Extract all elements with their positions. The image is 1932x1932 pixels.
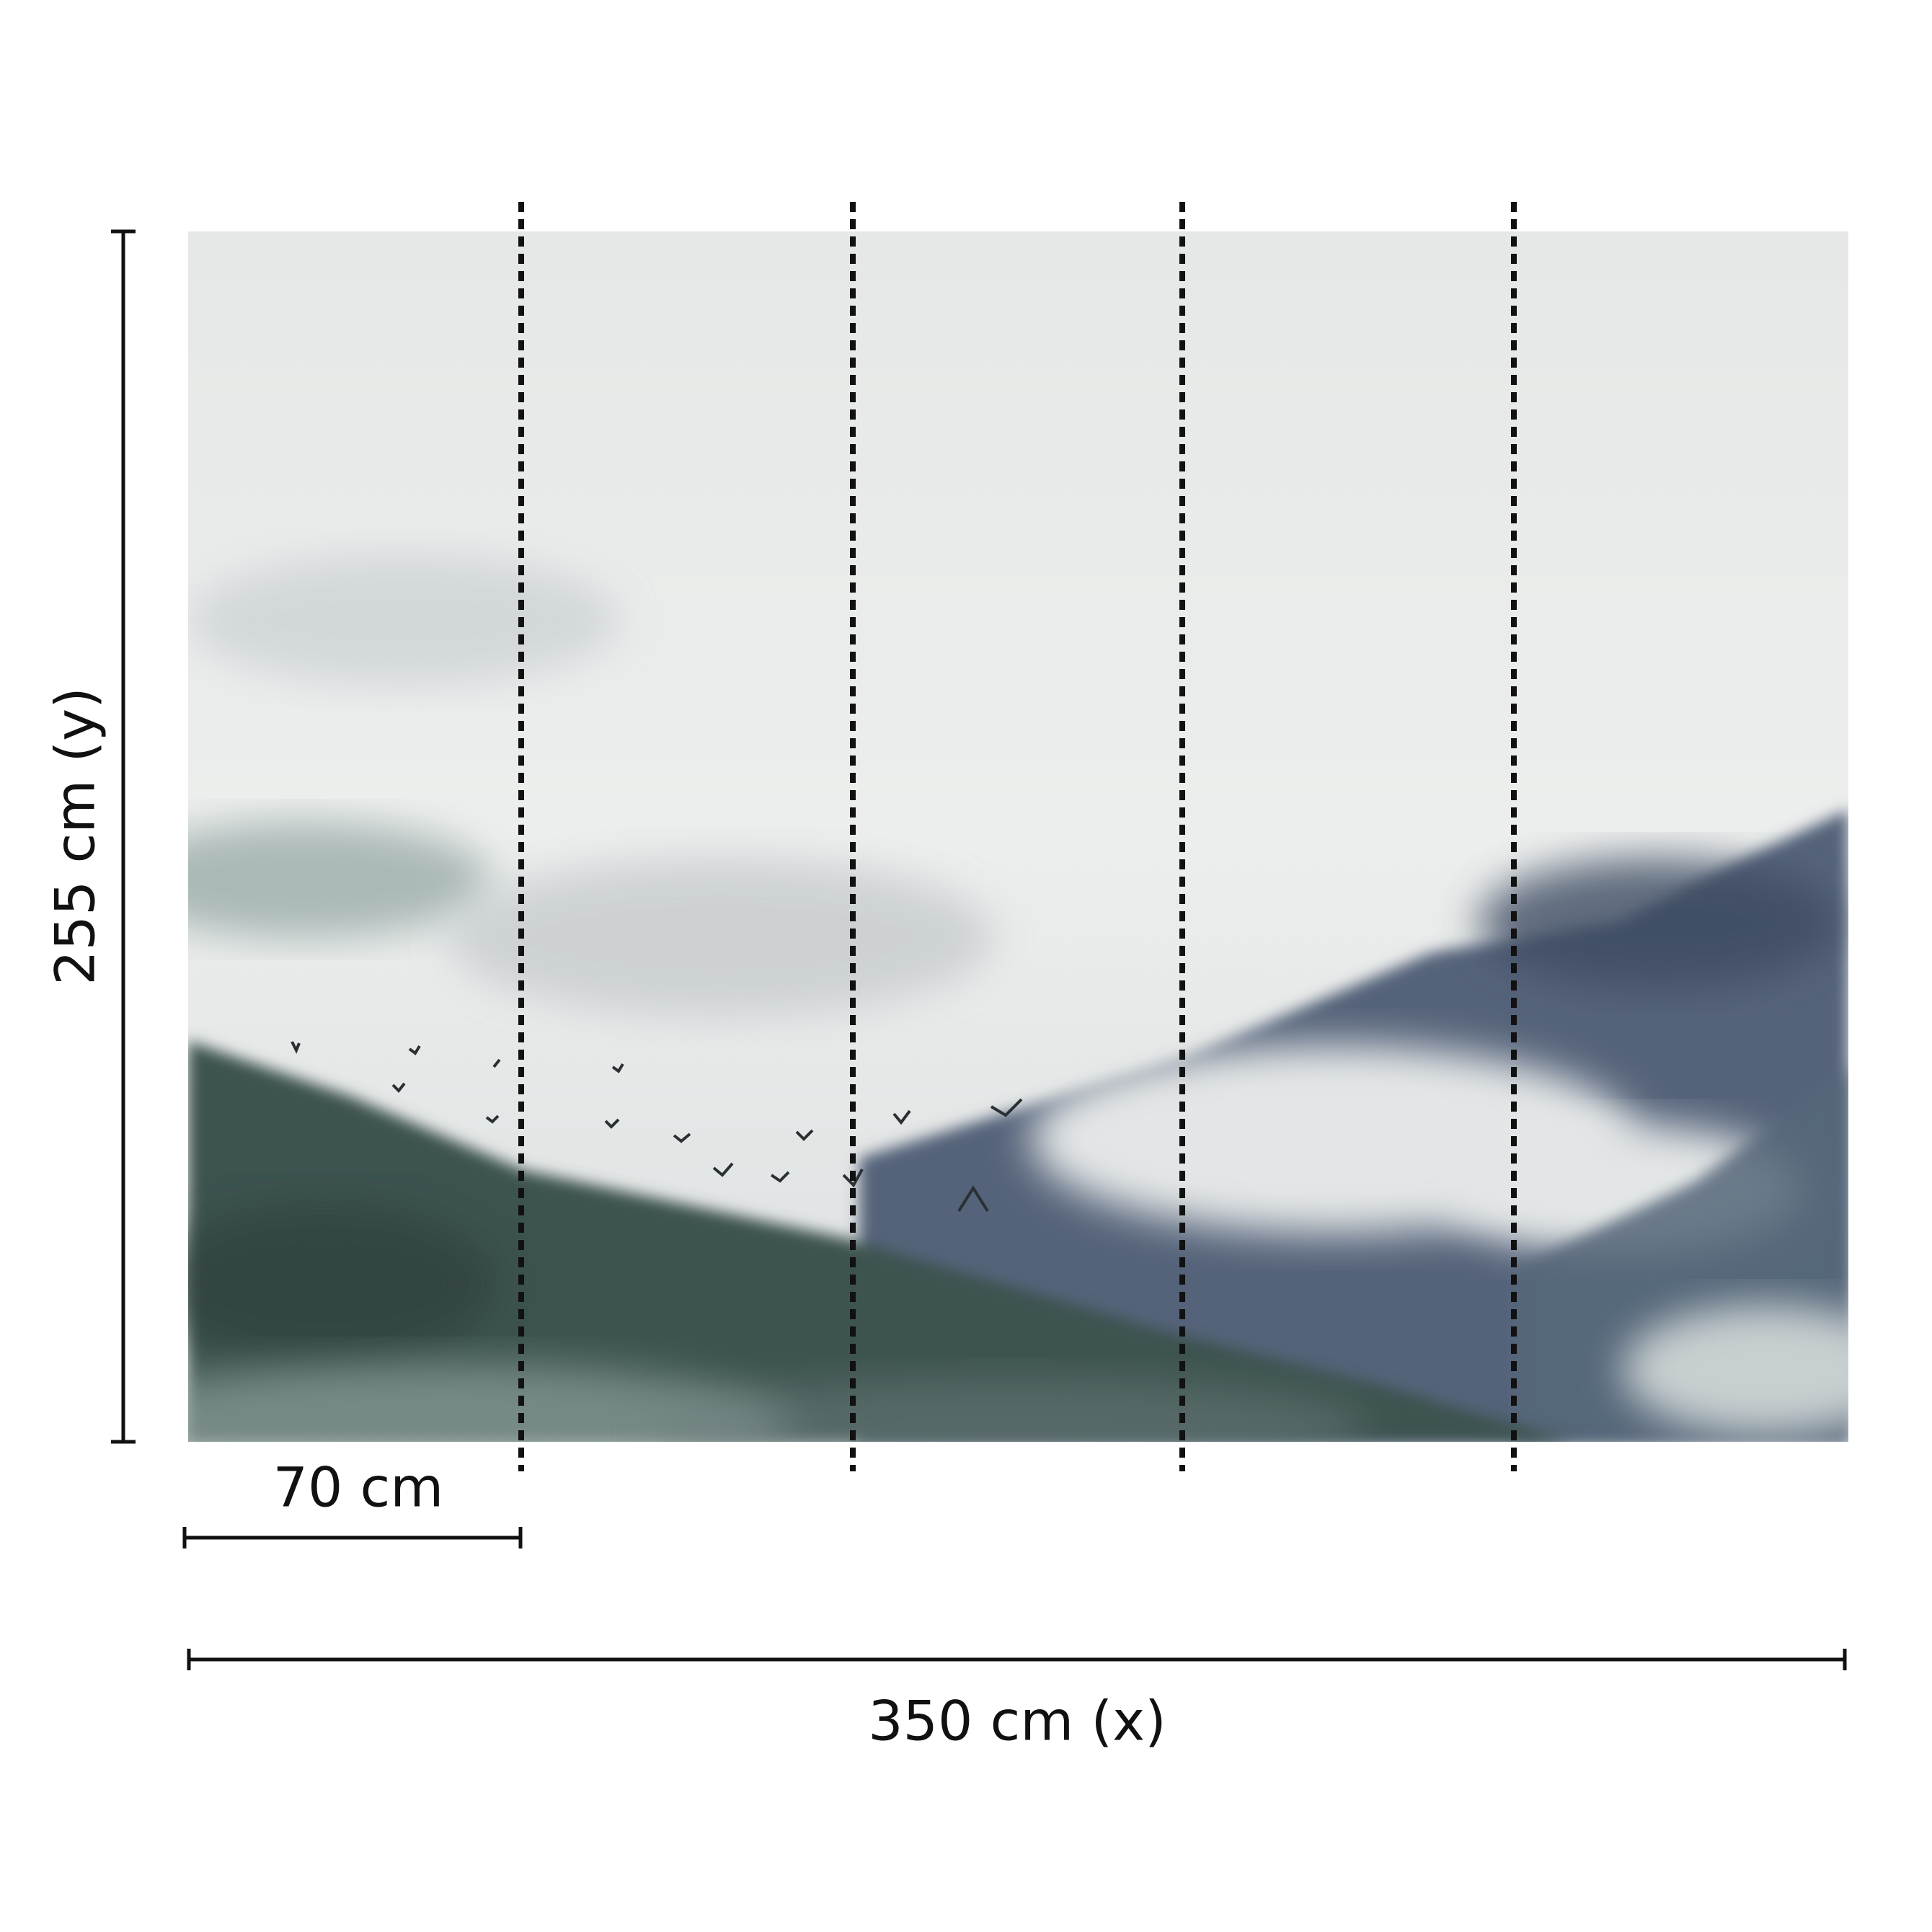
panel-width-label: 70 cm	[272, 1455, 444, 1520]
height-dimension-line	[111, 229, 136, 1444]
panel-width-dimension-line	[182, 1527, 523, 1548]
wallpaper-image	[188, 231, 1848, 1442]
height-label: 255 cm (y)	[43, 687, 107, 985]
panel-dividers	[518, 202, 1517, 1471]
width-label: 350 cm (x)	[868, 1688, 1166, 1753]
width-dimension-line	[187, 1649, 1847, 1670]
birds	[291, 1041, 1023, 1213]
dark-hill	[188, 1041, 1576, 1442]
